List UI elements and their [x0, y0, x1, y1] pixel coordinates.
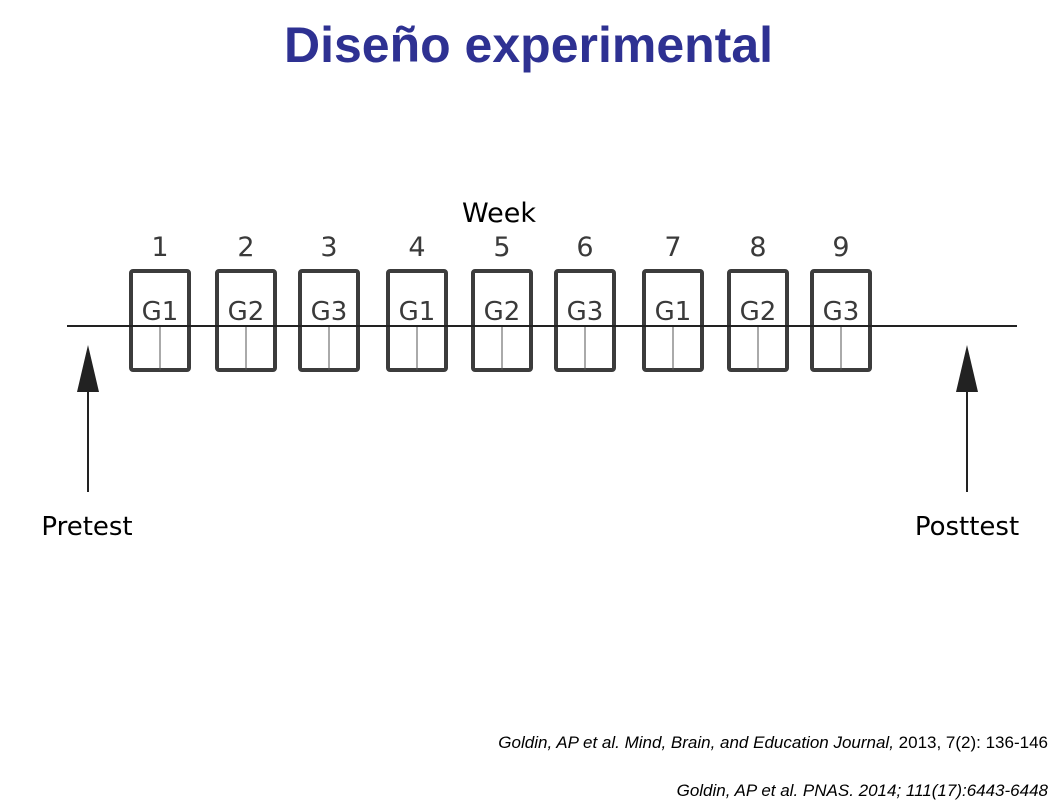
- group-label: G3: [311, 297, 348, 327]
- citation-2014: Goldin, AP et al. PNAS. 2014; 111(17):64…: [677, 781, 1048, 801]
- week-box-1: 1 G1: [129, 232, 191, 372]
- group-label: G3: [823, 297, 860, 327]
- citation-2013-details: 2013, 7(2): 136-146: [893, 733, 1048, 752]
- group-label: G1: [142, 297, 179, 327]
- week-number: 9: [832, 232, 849, 263]
- week-box-6: 6 G3: [554, 232, 616, 372]
- pretest-label: Pretest: [41, 512, 132, 542]
- week-number: 6: [576, 232, 593, 263]
- week-number: 1: [151, 232, 168, 263]
- week-box-2: 2 G2: [215, 232, 277, 372]
- week-number: 3: [320, 232, 337, 263]
- week-boxes: 1 G1 2 G2 3 G3 4 G1 5 G2 6 G3 7 G1 8 G2 9 G3: [129, 232, 872, 372]
- week-number: 7: [664, 232, 681, 263]
- week-number: 5: [493, 232, 510, 263]
- week-box-4: 4 G1: [386, 232, 448, 372]
- group-label: G3: [567, 297, 604, 327]
- group-label: G1: [399, 297, 436, 327]
- group-label: G2: [740, 297, 777, 327]
- week-box-3: 3 G3: [298, 232, 360, 372]
- week-number: 2: [237, 232, 254, 263]
- citation-2013-authors: Goldin, AP et al. Mind, Brain, and Educa…: [498, 733, 894, 752]
- citation-2013: Goldin, AP et al. Mind, Brain, and Educa…: [498, 733, 1048, 753]
- group-label: G2: [228, 297, 265, 327]
- posttest-arrow: [956, 345, 978, 492]
- week-axis-label: Week: [462, 198, 536, 229]
- slide-title: Diseño experimental: [283, 17, 774, 73]
- citation-2014-authors: Goldin, AP et al. PNAS. 2014; 111(17):64…: [676, 781, 1048, 800]
- week-box-5: 5 G2: [471, 232, 533, 372]
- week-box-8: 8 G2: [727, 232, 789, 372]
- week-box-7: 7 G1: [642, 232, 704, 372]
- group-label: G2: [484, 297, 521, 327]
- week-number: 8: [749, 232, 766, 263]
- group-label: G1: [655, 297, 692, 327]
- posttest-label: Posttest: [915, 512, 1019, 542]
- week-number: 4: [408, 232, 425, 263]
- pretest-arrow: [77, 345, 99, 492]
- week-box-9: 9 G3: [810, 232, 872, 372]
